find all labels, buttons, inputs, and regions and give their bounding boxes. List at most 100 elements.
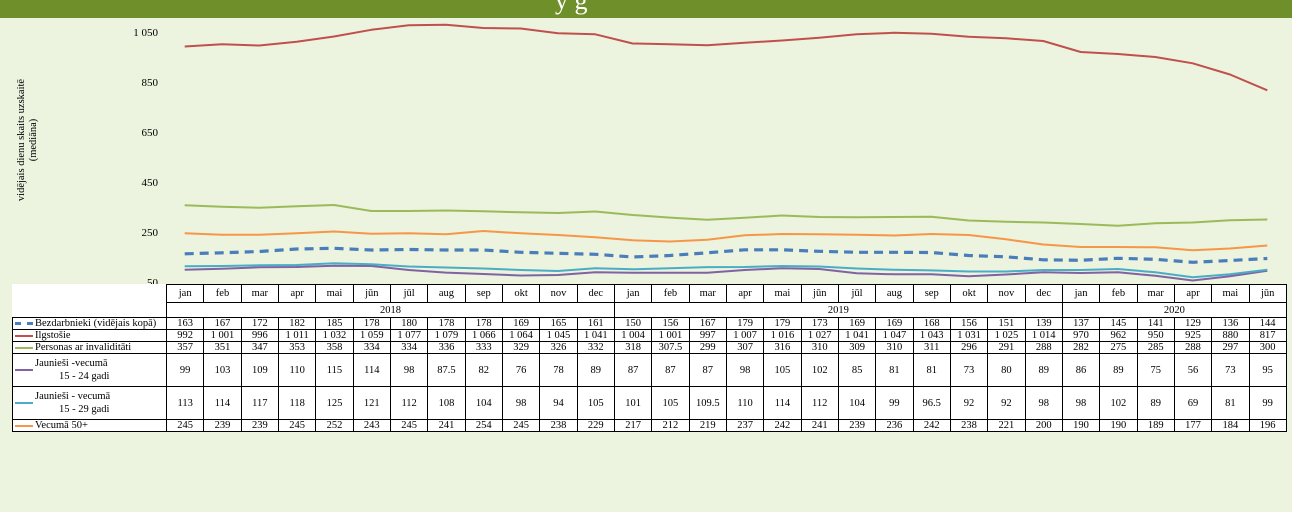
- data-cell: 245: [277, 419, 317, 433]
- data-cell: 1 077: [389, 329, 429, 343]
- month-label: apr: [277, 284, 317, 303]
- data-cell: 316: [763, 341, 802, 355]
- legend-key: [15, 369, 33, 372]
- month-label: sep: [912, 284, 951, 303]
- data-cell: 81: [1211, 386, 1250, 421]
- series-row: Bezdarbnieki (vidējais kopā) 163 167 172 182…: [12, 316, 1287, 331]
- data-cell: 297: [1211, 341, 1250, 355]
- data-cell: 236: [875, 419, 914, 433]
- data-table: jan feb mar apr mai jūn jūl aug sep okt nov dec jan f…: [12, 284, 1287, 433]
- data-cell: 1 041: [837, 329, 877, 343]
- data-cell: 145: [1099, 316, 1138, 331]
- data-cell: 109: [240, 353, 279, 388]
- series-row: Ilgstošie 992 1 001 996 1 011 1 032 1 059 1 077…: [12, 329, 1287, 343]
- data-cell: 98: [501, 386, 541, 421]
- data-cell: 114: [203, 386, 242, 421]
- month-label: jūn: [1248, 284, 1287, 303]
- series-line: [184, 204, 1268, 227]
- data-cell: 1 001: [203, 329, 242, 343]
- data-cell: 139: [1024, 316, 1063, 331]
- data-cell: 307: [725, 341, 765, 355]
- month-label: feb: [203, 284, 242, 303]
- data-cell: 81: [875, 353, 914, 388]
- data-cell: 334: [389, 341, 429, 355]
- data-cell: 82: [464, 353, 503, 388]
- data-cell: 217: [613, 419, 653, 433]
- data-cell: 113: [165, 386, 205, 421]
- y-tick-label: 850: [142, 77, 159, 89]
- series-line: [184, 262, 1268, 279]
- data-cell: 118: [277, 386, 317, 421]
- data-cell: 173: [800, 316, 839, 331]
- data-cell: 95: [1248, 353, 1287, 388]
- data-cell: 237: [725, 419, 765, 433]
- data-cell: 99: [165, 353, 205, 388]
- data-cell: 73: [1211, 353, 1250, 388]
- y-tick-label: 1 050: [133, 27, 158, 39]
- data-cell: 169: [875, 316, 914, 331]
- month-label: okt: [501, 284, 541, 303]
- data-cell: 180: [389, 316, 429, 331]
- data-cell: 252: [315, 419, 354, 433]
- legend-label-line: 15 - 24 gadi: [59, 371, 110, 383]
- legend-key: [15, 402, 33, 405]
- data-cell: 296: [949, 341, 989, 355]
- month-label: sep: [464, 284, 503, 303]
- data-cell: 1 011: [277, 329, 317, 343]
- data-cell: 168: [912, 316, 951, 331]
- data-cell: 1 079: [427, 329, 466, 343]
- data-cell: 310: [800, 341, 839, 355]
- month-label: jan: [613, 284, 653, 303]
- table-corner: [13, 303, 167, 318]
- series-line: [184, 23, 1268, 92]
- series-line: [184, 264, 1268, 282]
- table-corner: [13, 285, 167, 303]
- year-label: 2019: [613, 302, 1063, 318]
- data-cell: 212: [651, 419, 690, 433]
- legend-label: Ilgstošie: [35, 330, 71, 342]
- data-cell: 1 047: [875, 329, 914, 343]
- data-cell: 1 043: [912, 329, 951, 343]
- data-cell: 75: [1136, 353, 1175, 388]
- data-cell: 1 032: [315, 329, 354, 343]
- data-cell: 329: [501, 341, 541, 355]
- legend-key: [15, 322, 33, 326]
- series-label: Bezdarbnieki (vidējais kopā): [12, 316, 167, 331]
- data-cell: 81: [912, 353, 951, 388]
- month-label: jūl: [389, 284, 429, 303]
- month-label: mar: [240, 284, 279, 303]
- data-cell: 189: [1136, 419, 1175, 433]
- data-cell: 996: [240, 329, 279, 343]
- chart-title-fragment: y g: [555, 0, 588, 15]
- data-cell: 115: [315, 353, 354, 388]
- legend-label: Personas ar invaliditāti: [35, 342, 132, 354]
- data-cell: 161: [576, 316, 615, 331]
- data-cell: 880: [1211, 329, 1250, 343]
- data-cell: 307.5: [651, 341, 690, 355]
- legend-label: Jaunieši - vecumā 15 - 29 gadi: [35, 390, 110, 416]
- data-cell: 156: [651, 316, 690, 331]
- month-label: aug: [427, 284, 466, 303]
- data-cell: 144: [1248, 316, 1287, 331]
- data-cell: 238: [949, 419, 989, 433]
- month-row: jan feb mar apr mai jūn jūl aug sep okt nov dec jan f…: [13, 284, 1287, 303]
- data-cell: 103: [203, 353, 242, 388]
- data-cell: 89: [1099, 353, 1138, 388]
- data-cell: 92: [949, 386, 989, 421]
- month-label: jūn: [800, 284, 839, 303]
- y-tick-label: 250: [142, 227, 159, 239]
- data-cell: 311: [912, 341, 951, 355]
- data-cell: 137: [1061, 316, 1101, 331]
- data-cell: 925: [1173, 329, 1213, 343]
- data-cell: 178: [427, 316, 466, 331]
- data-cell: 136: [1211, 316, 1250, 331]
- y-axis-label: vidējais dienu skaits uzskaitē(mediāna): [16, 79, 39, 202]
- month-label: nov: [539, 284, 578, 303]
- year-label: 2020: [1061, 302, 1287, 318]
- data-cell: 241: [427, 419, 466, 433]
- data-cell: 190: [1061, 419, 1101, 433]
- data-cell: 300: [1248, 341, 1287, 355]
- data-cell: 245: [389, 419, 429, 433]
- data-cell: 76: [501, 353, 541, 388]
- year-label: 2018: [166, 302, 615, 318]
